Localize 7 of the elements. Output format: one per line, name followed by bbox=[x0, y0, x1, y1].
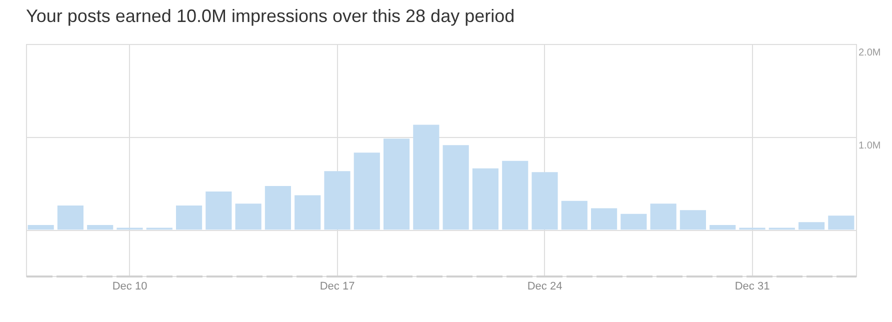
x-tick-label: Dec 24 bbox=[527, 280, 562, 292]
y-tick-label: 2.0M bbox=[858, 48, 881, 58]
x-tick-label: Dec 31 bbox=[734, 280, 770, 292]
x-tick-label: Dec 17 bbox=[320, 280, 355, 292]
y-tick-label: 1.0M bbox=[858, 140, 881, 152]
x-tick-label: Dec 10 bbox=[112, 280, 148, 292]
chart-title: Your posts earned 10.0M impressions over this 28 day period bbox=[26, 6, 515, 26]
